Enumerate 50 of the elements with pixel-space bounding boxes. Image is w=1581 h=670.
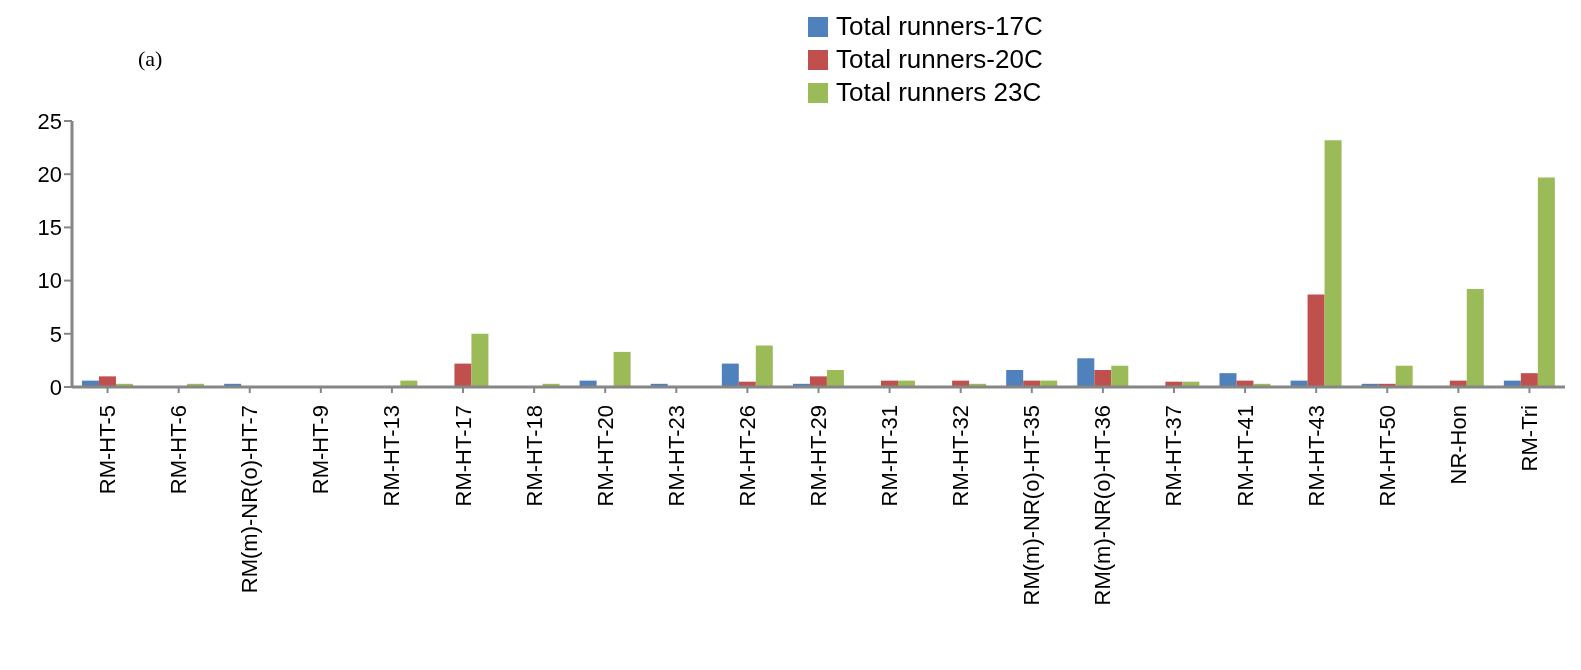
x-tick-label: RM(m)-NR(o)-HT-35 [1019, 405, 1045, 606]
text: (a) [138, 46, 163, 72]
x-tick-label: RM-HT-43 [1303, 405, 1329, 507]
x-tick-label: NR-Hon [1445, 405, 1471, 485]
bar [471, 333, 489, 387]
x-tick-label: RM-HT-13 [379, 405, 405, 507]
y-tick-label: 5 [49, 321, 62, 347]
bar [755, 345, 773, 387]
x-tick-label: RM-HT-31 [877, 405, 903, 507]
y-tick-label: 10 [37, 268, 62, 294]
bar [1466, 289, 1484, 387]
x-tick-label: RM-HT-50 [1374, 405, 1400, 507]
x-tick-label: RM-HT-18 [521, 405, 547, 507]
bar [809, 376, 827, 387]
legend-label: Total runners-20C [836, 43, 1043, 76]
x-tick-label: RM-HT-23 [663, 405, 689, 507]
bar [1520, 373, 1538, 387]
x-tick-label: RM-Tri [1516, 405, 1542, 472]
x-tick-label: RM-HT-5 [95, 405, 121, 495]
bar [613, 351, 631, 387]
bar [1219, 373, 1237, 387]
bar [98, 376, 116, 387]
bar [1077, 358, 1095, 387]
x-tick-label: RM-HT-17 [450, 405, 476, 507]
x-tick-label: RM-HT-32 [948, 405, 974, 507]
bar [1111, 365, 1129, 387]
bar [826, 369, 844, 387]
x-tick-label: RM(m)-NR(o)-HT-36 [1090, 405, 1116, 606]
x-tick-label: RM(m)-NR(o)-HT-7 [237, 405, 263, 594]
legend-label: Total runners 23C [836, 76, 1042, 109]
x-tick-label: RM-HT-20 [592, 405, 618, 507]
x-tick-label: RM-HT-9 [308, 405, 334, 495]
x-tick-label: RM-HT-26 [734, 405, 760, 507]
bar [1324, 140, 1342, 387]
bar [1006, 369, 1024, 387]
bar [1094, 369, 1112, 387]
y-tick-label: 0 [49, 374, 62, 400]
y-tick-label: 15 [37, 215, 62, 241]
x-tick-label: RM-HT-41 [1232, 405, 1258, 507]
bar [1307, 294, 1325, 387]
y-tick-label: 25 [37, 108, 62, 134]
x-tick-label: RM-HT-6 [166, 405, 192, 495]
bar [454, 363, 472, 387]
x-tick-label: RM-HT-37 [1161, 405, 1187, 507]
bar [1395, 365, 1413, 387]
y-tick-label: 20 [37, 162, 62, 188]
bar [721, 363, 739, 387]
legend-label: Total runners-17C [836, 10, 1043, 43]
bar [1537, 177, 1555, 387]
x-tick-label: RM-HT-29 [806, 405, 831, 507]
